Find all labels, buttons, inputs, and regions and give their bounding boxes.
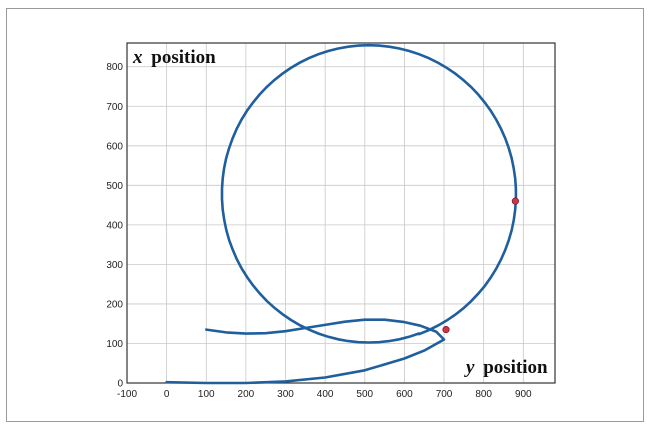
- y-tick-label: 800: [106, 62, 123, 73]
- y-tick-label: 500: [106, 181, 123, 192]
- x-tick-label: 200: [238, 389, 255, 400]
- y-axis-title: x position: [132, 47, 216, 68]
- x-axis-title-word: position: [483, 357, 548, 378]
- marker-point: [511, 197, 519, 205]
- y-tick-label: 700: [106, 102, 123, 113]
- x-tick-label: 500: [356, 389, 373, 400]
- markers: [442, 197, 519, 334]
- grid-lines: [126, 43, 555, 384]
- x-tick-label: 0: [164, 389, 170, 400]
- x-tick-label: 900: [515, 389, 532, 400]
- x-tick-label: -100: [117, 389, 137, 400]
- x-tick-labels: -100 0 100 200 300 400 500 600 700 800 900: [117, 389, 532, 400]
- series-trajectory: [165, 318, 446, 385]
- x-tick-label: 600: [396, 389, 413, 400]
- y-axis-title-word: position: [151, 47, 216, 68]
- x-tick-label: 100: [198, 389, 215, 400]
- y-tick-label: 600: [106, 141, 123, 152]
- x-axis-title: y position: [464, 357, 548, 378]
- y-tick-labels: 0 100 200 300 400 500 600 700 800: [106, 62, 123, 389]
- y-tick-label: 300: [106, 260, 123, 271]
- x-tick-label: 800: [475, 389, 492, 400]
- y-tick-label: 400: [106, 220, 123, 231]
- x-axis-title-variable: y: [464, 357, 475, 378]
- series-trajectory-loop: [220, 43, 518, 344]
- y-tick-label: 0: [117, 379, 123, 390]
- y-tick-label: 100: [106, 339, 123, 350]
- figure-frame: [6, 8, 644, 422]
- y-tick-label: 200: [106, 299, 123, 310]
- x-tick-label: 300: [277, 389, 294, 400]
- x-tick-label: 400: [317, 389, 334, 400]
- x-tick-label: 700: [436, 389, 453, 400]
- y-axis-title-variable: x: [132, 47, 143, 68]
- plot-area-border: [126, 42, 556, 384]
- marker-point: [442, 326, 450, 334]
